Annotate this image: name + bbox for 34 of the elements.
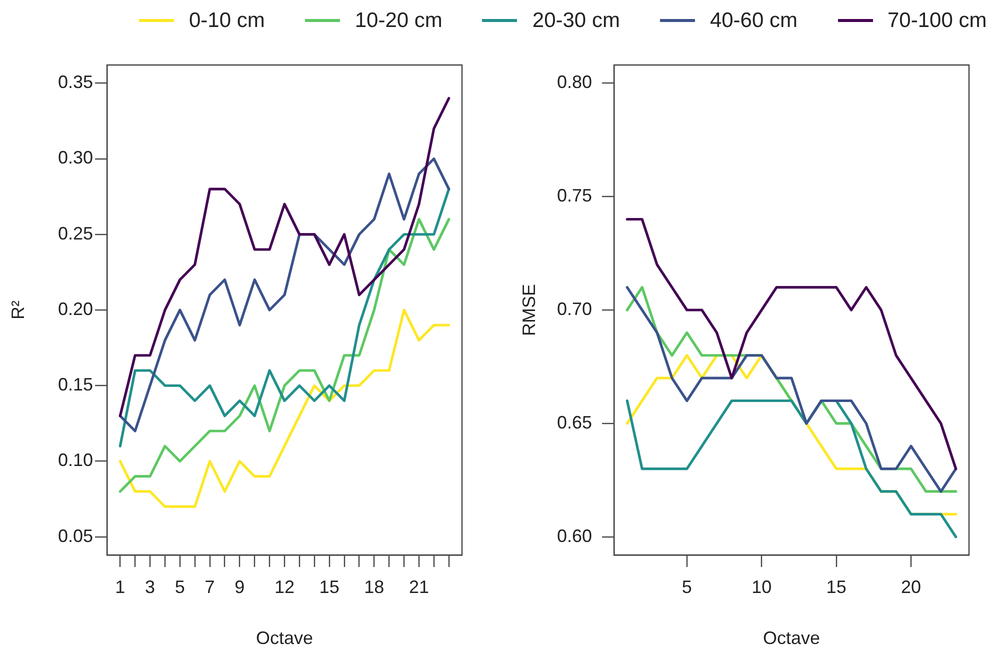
y-tick-label: 0.10 [58,450,93,470]
y-tick-label: 0.75 [556,186,592,206]
x-tick-label: 1 [115,576,126,597]
x-tick-label: 5 [682,576,692,597]
y-tick-label: 0.05 [58,526,93,546]
y-tick-label: 0.35 [58,72,93,92]
y-tick-label: 0.30 [58,148,93,168]
x-tick-label: 10 [752,576,772,597]
x-tick-label: 3 [145,576,156,597]
y-tick-label: 0.80 [556,72,592,92]
x-tick-label: 15 [826,576,846,597]
x-tick-label: 15 [319,576,340,597]
x-tick-label: 9 [234,576,245,597]
legend-label: 0-10 cm [189,8,265,33]
y-axis-title: RMSE [518,284,539,336]
x-tick-label: 7 [204,576,215,597]
x-tick-label: 21 [408,576,429,597]
legend-label: 20-30 cm [532,8,620,33]
x-tick-label: 20 [901,576,922,597]
y-tick-label: 0.15 [58,374,93,395]
y-axis-title: R² [8,300,28,320]
y-tick-label: 0.60 [556,526,592,546]
x-tick-label: 12 [274,576,295,597]
y-tick-label: 0.25 [58,223,93,244]
y-tick-label: 0.20 [58,298,93,319]
legend-label: 40-60 cm [710,8,798,33]
legend-label: 10-20 cm [354,8,442,33]
y-tick-label: 0.70 [556,298,592,319]
x-tick-label: 18 [364,576,384,597]
x-axis-title: Octave [256,628,314,648]
legend-label: 70-100 cm [888,8,987,33]
x-axis-title: Octave [762,628,820,648]
y-tick-label: 0.65 [556,412,592,432]
x-tick-label: 5 [174,576,185,597]
